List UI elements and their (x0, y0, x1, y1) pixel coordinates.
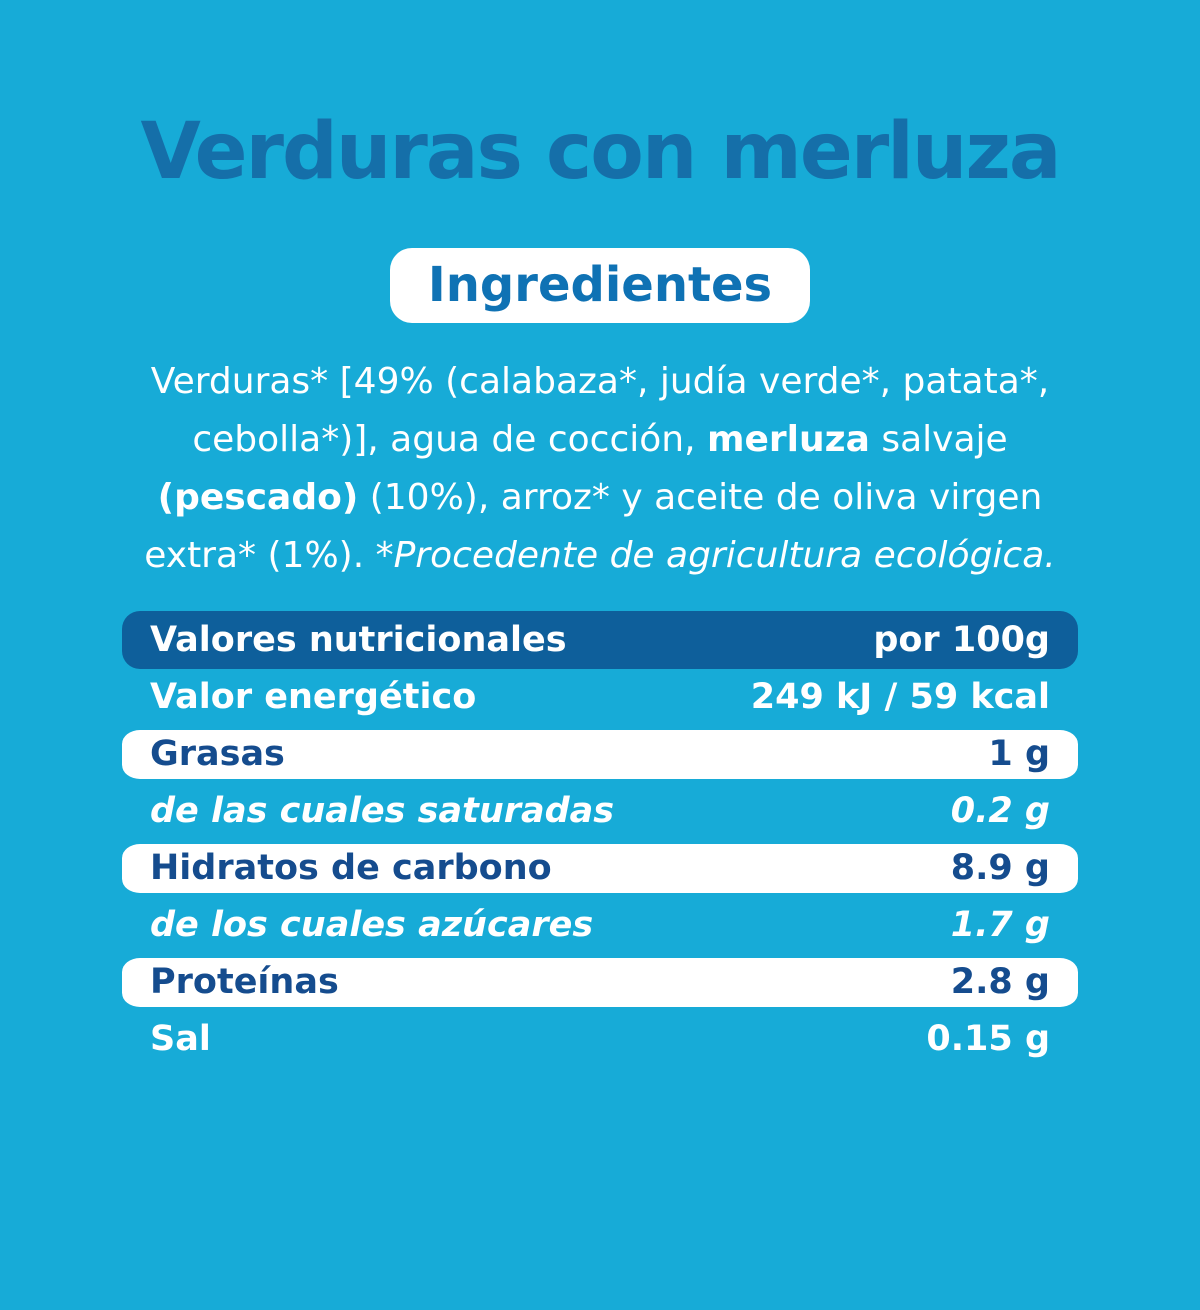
ingredient-line: extra* (1%). *Procedente de agricultura … (0, 527, 1200, 585)
ingredients-badge-wrap: Ingredientes (0, 247, 1200, 323)
row-label: Proteínas (150, 962, 339, 1003)
table-row: Grasas 1 g (122, 726, 1078, 783)
nutrition-header-row: Valores nutricionales por 100g (122, 610, 1078, 669)
table-row: de los cuales azúcares 1.7 g (122, 897, 1078, 954)
ingredient-segment: extra* (1%). (144, 534, 376, 576)
ingredient-line: cebolla*)], agua de cocción, merluza sal… (0, 411, 1200, 469)
ingredient-line: (pescado) (10%), arroz* y aceite de oliv… (0, 469, 1200, 527)
ingredients-paragraph: Verduras* [49% (calabaza*, judía verde*,… (0, 353, 1200, 585)
nutrition-rows: Valor energético 249 kJ / 59 kcal Grasas 1 … (122, 669, 1078, 1068)
row-value: 1.7 g (950, 905, 1050, 946)
ingredient-segment: Verduras* [49% (calabaza*, judía verde*,… (150, 360, 1050, 402)
row-value: 249 kJ / 59 kcal (750, 677, 1050, 718)
product-title: Verduras con merluza (140, 107, 1062, 197)
nutrition-table: Valores nutricionales por 100g Valor ene… (122, 610, 1078, 1068)
ingredient-segment: cebolla*)], agua de cocción, (192, 418, 707, 460)
row-value: 0.2 g (950, 791, 1050, 832)
nutrition-header-unit: por 100g (873, 619, 1050, 660)
table-row: Sal 0.15 g (122, 1011, 1078, 1068)
ingredient-segment: (10%), arroz* y aceite de oliva virgen (358, 476, 1043, 518)
table-row: Hidratos de carbono 8.9 g (122, 840, 1078, 897)
ingredient-segment: (pescado) (157, 476, 359, 518)
label-background: Verduras con merluza Ingredientes Verdur… (0, 107, 1200, 1310)
row-value: 0.15 g (926, 1019, 1050, 1060)
ingredient-segment: merluza (706, 418, 870, 460)
row-label: Grasas (150, 734, 285, 775)
row-label: Sal (150, 1019, 211, 1060)
row-label: Valor energético (150, 677, 477, 718)
row-label: Hidratos de carbono (150, 848, 552, 889)
ingredient-line: Verduras* [49% (calabaza*, judía verde*,… (0, 353, 1200, 411)
table-row: de las cuales saturadas 0.2 g (122, 783, 1078, 840)
table-row: Valor energético 249 kJ / 59 kcal (122, 669, 1078, 726)
ingredient-segment: *Procedente de agricultura ecológica. (375, 534, 1056, 576)
ingredients-badge: Ingredientes (389, 247, 811, 323)
row-label: de las cuales saturadas (150, 791, 615, 832)
nutrition-header-label: Valores nutricionales (150, 619, 567, 660)
row-label: de los cuales azúcares (150, 905, 594, 946)
row-value: 8.9 g (950, 848, 1050, 889)
row-value: 2.8 g (950, 962, 1050, 1003)
row-value: 1 g (988, 734, 1050, 775)
ingredient-segment: salvaje (869, 418, 1008, 460)
table-row: Proteínas 2.8 g (122, 954, 1078, 1011)
